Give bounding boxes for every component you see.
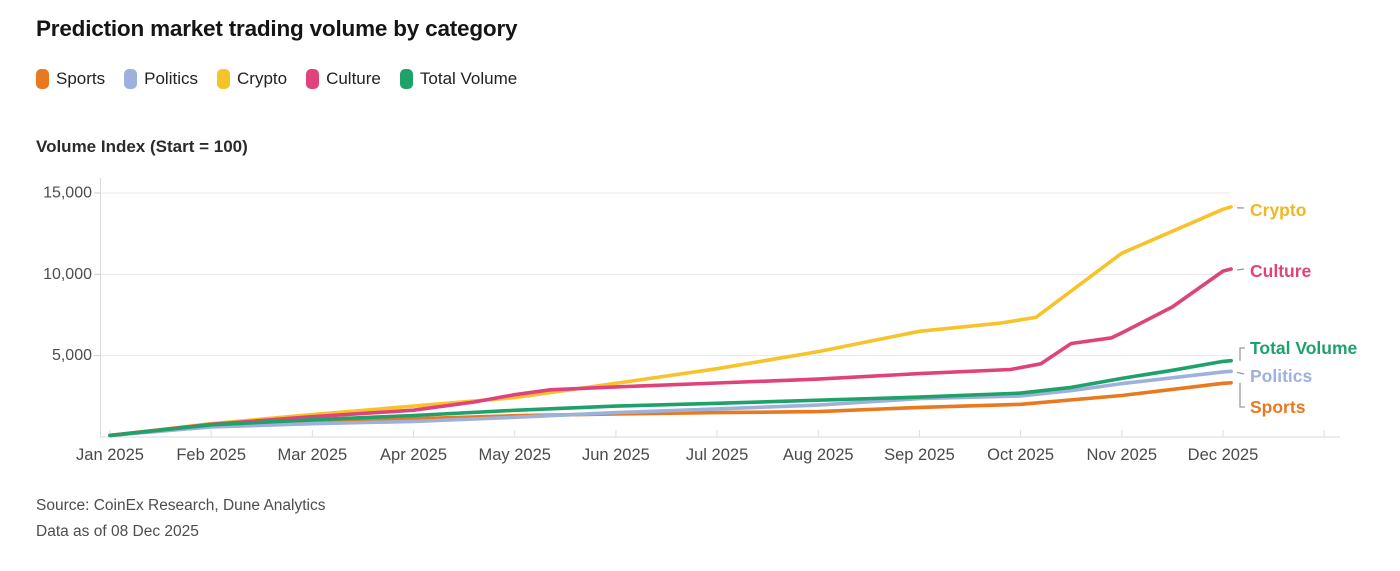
chart-title: Prediction market trading volume by cate… — [36, 16, 518, 41]
leader-mark-sports — [1239, 382, 1245, 408]
end-label-total-volume: Total Volume — [1250, 338, 1358, 358]
legend: Sports Politics Crypto Culture Total Volume — [36, 69, 517, 89]
series-line-total-volume — [108, 358, 1233, 438]
x-tick-label: Dec 2025 — [1188, 446, 1259, 464]
end-label-politics: Politics — [1250, 366, 1313, 386]
y-tick-label: 15,000 — [43, 185, 92, 202]
line-chart: 5,000 10,000 15,000 Jan 2025 Feb 2025 Mar 202… — [43, 178, 1358, 464]
legend-item-total-volume: Total Volume — [399, 69, 518, 89]
legend-item-politics: Politics — [124, 69, 198, 89]
legend-label: Crypto — [237, 69, 288, 88]
x-tick-label: Jan 2025 — [76, 446, 144, 464]
asof-text: Data as of 08 Dec 2025 — [36, 523, 199, 540]
source-block: Source: CoinEx Research, Dune Analytics … — [36, 493, 325, 545]
end-label-crypto: Crypto — [1250, 200, 1306, 220]
x-tick-label: Aug 2025 — [783, 446, 854, 464]
y-tick-label: 5,000 — [52, 347, 92, 364]
series-line-culture — [108, 267, 1233, 438]
legend-swatch-politics — [124, 69, 138, 89]
legend-label: Sports — [56, 69, 106, 88]
legend-item-culture: Culture — [306, 69, 381, 89]
source-text: Source: CoinEx Research, Dune Analytics — [36, 497, 326, 514]
y-axis-title: Volume Index (Start = 100) — [36, 137, 248, 156]
x-tick-label: May 2025 — [478, 446, 550, 464]
series-line-crypto — [108, 205, 1233, 438]
legend-swatch-total-volume — [399, 69, 413, 89]
x-tick-label: Jun 2025 — [582, 446, 650, 464]
legend-swatch-sports — [36, 69, 49, 89]
x-tick-label: Mar 2025 — [278, 446, 348, 464]
x-tick-label: Oct 2025 — [987, 446, 1054, 464]
x-tick-label: Feb 2025 — [176, 446, 246, 464]
leader-mark-politics — [1236, 371, 1245, 375]
end-label-sports: Sports — [1250, 397, 1306, 417]
legend-swatch-crypto — [217, 69, 230, 89]
legend-swatch-culture — [306, 69, 320, 89]
y-tick-label: 10,000 — [43, 266, 92, 283]
legend-label: Politics — [144, 69, 198, 88]
x-tick-label: Sep 2025 — [884, 446, 955, 464]
x-tick-label: Jul 2025 — [686, 446, 748, 464]
x-tick-label: Nov 2025 — [1086, 446, 1157, 464]
legend-label: Total Volume — [419, 69, 518, 88]
series-line-politics — [108, 369, 1233, 438]
legend-label: Culture — [326, 69, 381, 88]
x-tick-label: Apr 2025 — [380, 446, 447, 464]
legend-item-crypto: Crypto — [217, 69, 287, 89]
legend-item-sports: Sports — [36, 69, 105, 89]
leader-mark-culture — [1236, 268, 1245, 271]
leader-mark-total-volume — [1239, 347, 1245, 361]
end-label-culture: Culture — [1250, 261, 1312, 281]
